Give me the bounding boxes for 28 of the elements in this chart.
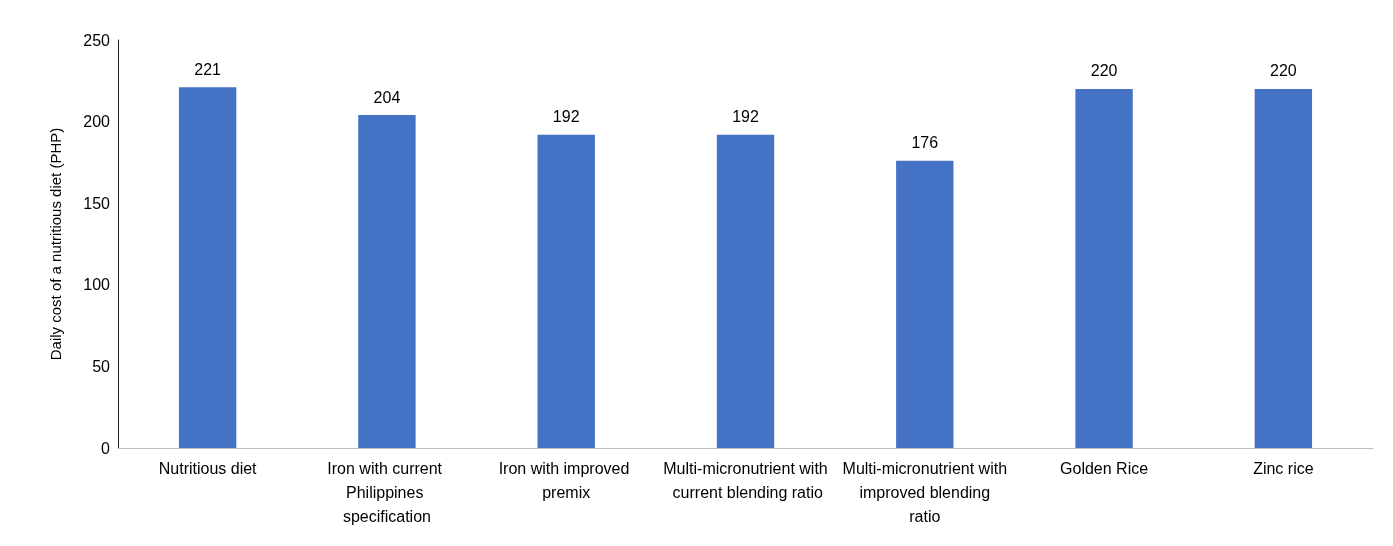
y-tick-label: 150 xyxy=(83,194,111,212)
bar xyxy=(178,87,237,448)
data-label: 192 xyxy=(732,108,759,126)
bar xyxy=(896,160,954,448)
data-label: 221 xyxy=(194,60,222,78)
y-tick-label: 200 xyxy=(83,113,111,131)
x-tick-label: Multi-micronutrient with improved blending ratio xyxy=(842,459,1008,525)
data-label: 176 xyxy=(911,134,939,152)
data-label: 192 xyxy=(552,108,580,126)
bar xyxy=(716,134,775,448)
y-tick-label: 0 xyxy=(101,439,111,457)
bar xyxy=(537,134,595,448)
data-label: 220 xyxy=(1090,62,1118,80)
bar xyxy=(1075,88,1133,448)
data-label: 220 xyxy=(1270,62,1297,80)
bar xyxy=(1254,88,1313,448)
bar xyxy=(358,115,416,448)
x-tick-label: Nutritious diet xyxy=(158,459,258,477)
x-tick-label: Golden Rice xyxy=(1060,459,1149,477)
x-tick-label: Zinc rice xyxy=(1253,459,1314,477)
x-tick-label: Iron with improved premix xyxy=(498,459,634,501)
y-tick-label: 250 xyxy=(83,31,111,49)
y-tick-label: 100 xyxy=(83,276,111,294)
data-label: 204 xyxy=(373,88,401,106)
y-axis-title: Daily cost of a nutritious diet (PHP) xyxy=(47,127,64,361)
y-tick-label: 50 xyxy=(92,357,111,375)
x-tick-label: Iron with current Philippines specification xyxy=(327,459,447,525)
x-tick-label: Multi-micronutrient with current blending ratio xyxy=(663,459,828,501)
